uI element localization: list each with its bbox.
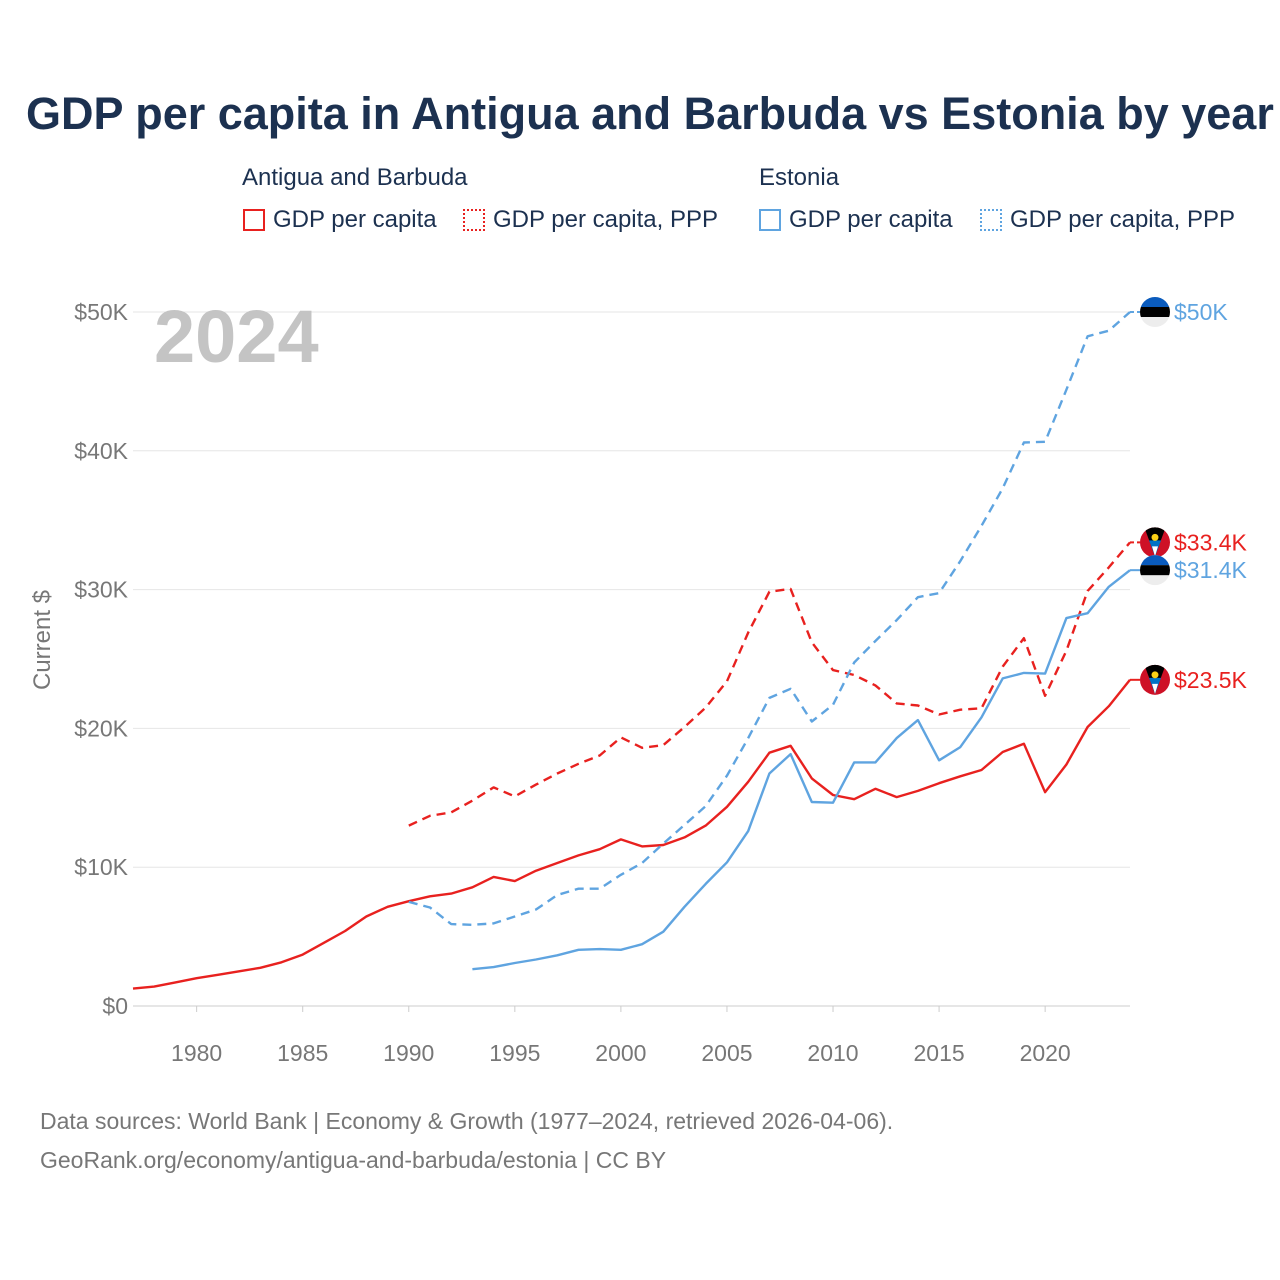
legend-swatch-solid-red	[243, 209, 265, 231]
legend-label: GDP per capita	[273, 206, 437, 233]
end-value-label: $33.4K	[1174, 529, 1248, 555]
y-tick-label: $20K	[74, 715, 128, 741]
footer-sources: Data sources: World Bank | Economy & Gro…	[40, 1108, 894, 1134]
x-tick-label: 2005	[701, 1040, 752, 1066]
legend-group-antigua: Antigua and Barbuda	[242, 164, 468, 191]
x-tick-label: 1995	[489, 1040, 540, 1066]
footer-url[interactable]: GeoRank.org/economy/antigua-and-barbuda/…	[40, 1147, 667, 1173]
x-tick-label: 2000	[595, 1040, 646, 1066]
legend-swatch-dotted-red	[463, 209, 485, 231]
estonia-flag-icon	[1140, 555, 1170, 586]
x-tick-label: 2020	[1020, 1040, 1071, 1066]
antigua-flag-icon	[1140, 664, 1170, 695]
legend-swatch-solid-blue	[759, 209, 781, 231]
antigua-flag-icon	[1140, 527, 1170, 558]
y-axis-label: Current $	[29, 590, 56, 690]
y-tick-label: $0	[102, 993, 128, 1019]
y-tick-label: $50K	[74, 299, 128, 325]
x-tick-label: 1980	[171, 1040, 222, 1066]
estonia-flag-icon	[1140, 297, 1170, 327]
end-value-label: $31.4K	[1174, 557, 1248, 583]
y-tick-label: $30K	[74, 577, 128, 603]
legend-label: GDP per capita, PPP	[1010, 206, 1235, 233]
series-line-0[interactable]	[132, 679, 1131, 990]
end-value-label: $50K	[1174, 299, 1228, 325]
legend-swatch-dotted-blue	[980, 209, 1002, 231]
year-watermark: 2024	[154, 295, 319, 378]
legend-item-antigua-gdp[interactable]: GDP per capita	[243, 204, 437, 236]
series-line-3[interactable]	[408, 311, 1131, 926]
legend-item-estonia-gdp[interactable]: GDP per capita	[759, 204, 953, 236]
legend-item-estonia-gdp-ppp[interactable]: GDP per capita, PPP	[980, 204, 1235, 236]
x-tick-label: 2010	[807, 1040, 858, 1066]
series-line-1[interactable]	[408, 541, 1131, 827]
chart-title: GDP per capita in Antigua and Barbuda vs…	[26, 88, 1274, 139]
y-tick-label: $40K	[74, 438, 128, 464]
legend-item-antigua-gdp-ppp[interactable]: GDP per capita, PPP	[463, 204, 718, 236]
x-tick-label: 1990	[383, 1040, 434, 1066]
x-tick-label: 1985	[277, 1040, 328, 1066]
legend-label: GDP per capita	[789, 206, 953, 233]
legend-label: GDP per capita, PPP	[493, 206, 718, 233]
y-tick-label: $10K	[74, 854, 128, 880]
legend-group-estonia: Estonia	[759, 164, 840, 191]
x-tick-label: 2015	[913, 1040, 964, 1066]
line-chart: 2024 Current $ $0 $10K $20K $30K $40K $50K 198…	[29, 295, 1248, 1066]
end-value-label: $23.5K	[1174, 667, 1248, 693]
series-line-2[interactable]	[472, 569, 1131, 971]
